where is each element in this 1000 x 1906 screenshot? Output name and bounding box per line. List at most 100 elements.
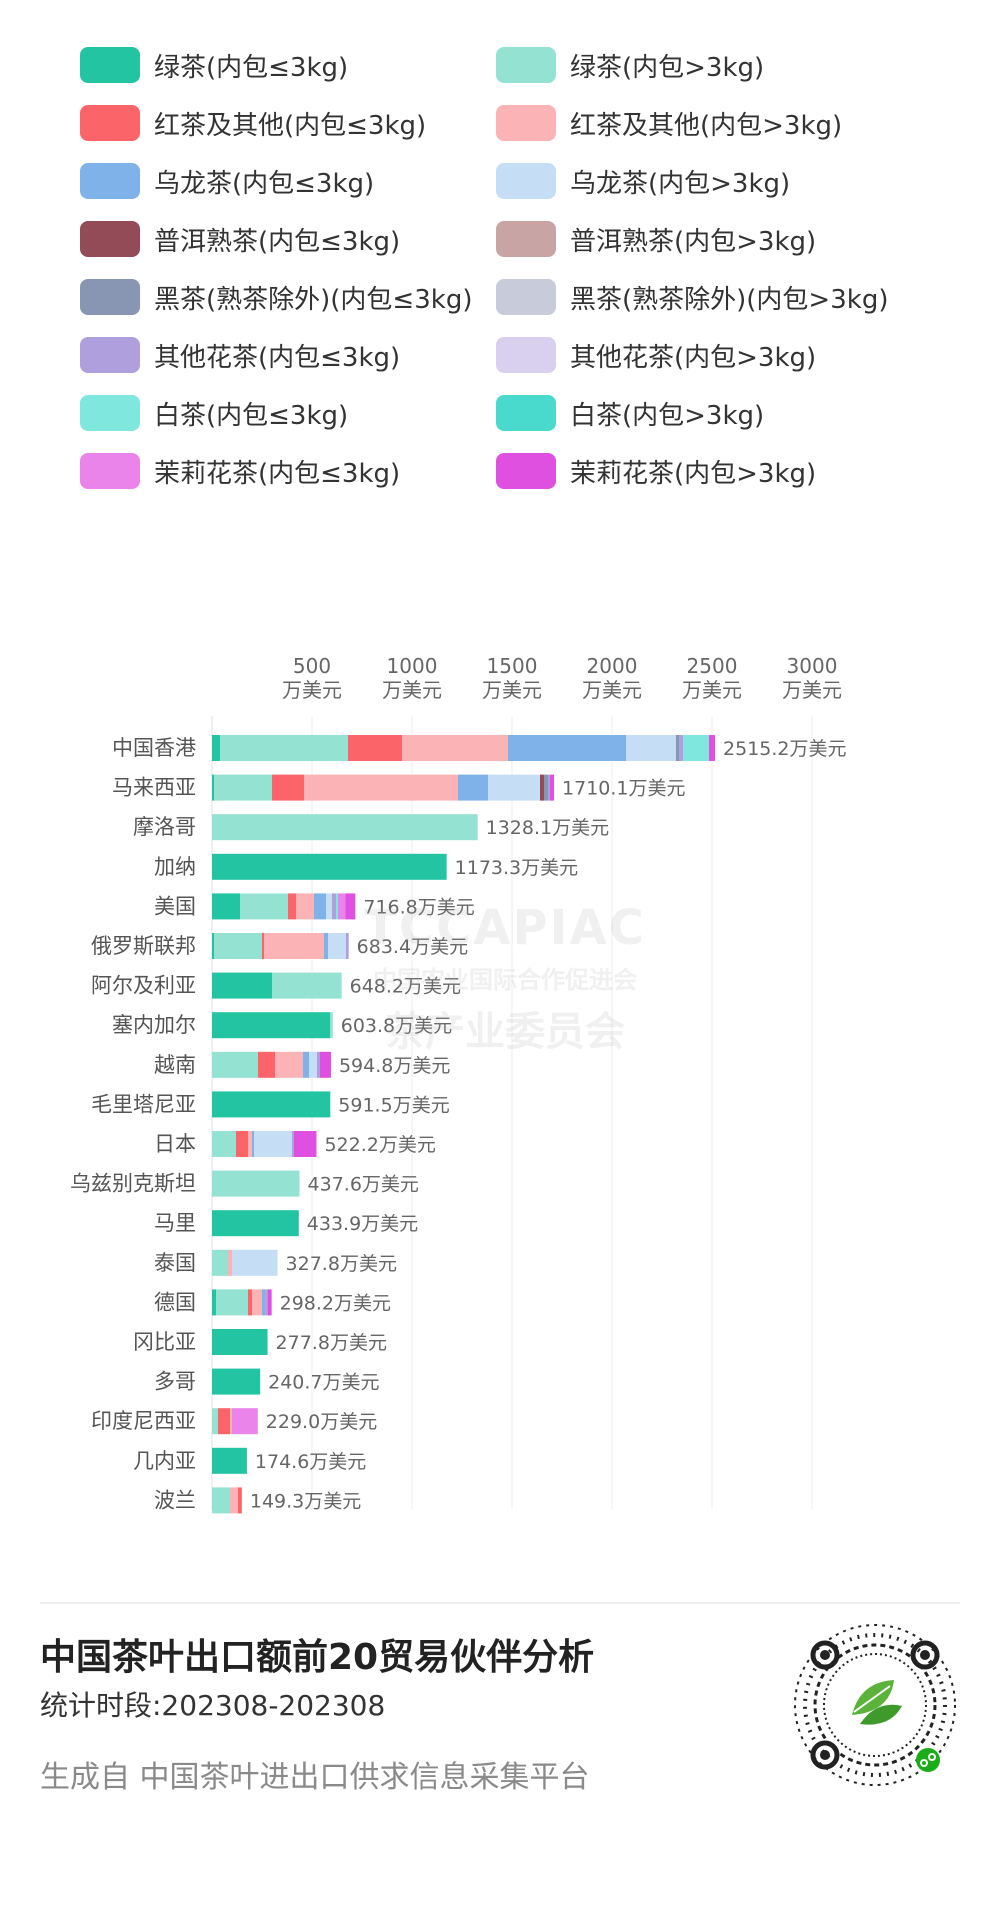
category-label: 中国香港 xyxy=(112,736,196,760)
x-tick-label: 3000 xyxy=(787,654,838,678)
bar-value-label: 277.8万美元 xyxy=(276,1332,387,1354)
bar-value-label: 683.4万美元 xyxy=(357,936,468,958)
bar-segment-green-le xyxy=(212,893,240,920)
bar-value-label: 716.8万美元 xyxy=(363,896,474,918)
bar-value-label: 522.2万美元 xyxy=(324,1134,435,1156)
legend-swatch xyxy=(80,105,140,141)
bar-segment-flower-le xyxy=(292,1131,294,1157)
legend-item-black-gt[interactable]: 红茶及其他(内包>3kg) xyxy=(496,103,842,143)
bar-segment-green-gt xyxy=(214,774,272,801)
legend-label: 黑茶(熟茶除外)(内包>3kg) xyxy=(570,284,889,315)
legend-label: 红茶及其他(内包>3kg) xyxy=(570,110,843,141)
legend-item-jasmine-gt[interactable]: 茉莉花茶(内包>3kg) xyxy=(496,451,816,491)
legend-label: 普洱熟茶(内包≤3kg) xyxy=(154,226,401,257)
bar-segment-jasmine-gt xyxy=(320,1051,331,1078)
legend-swatch xyxy=(496,279,556,315)
legend-label: 绿茶(内包≤3kg) xyxy=(154,52,349,83)
legend-swatch xyxy=(496,47,556,83)
legend-item-jasmine-le[interactable]: 茉莉花茶(内包≤3kg) xyxy=(80,451,400,491)
legend-item-black-le[interactable]: 红茶及其他(内包≤3kg) xyxy=(80,103,426,143)
bar-segment-jasmine-le xyxy=(232,1408,258,1435)
bar-segment-black-le xyxy=(348,735,402,761)
bar-segment-green-gt xyxy=(216,1289,248,1316)
category-label: 马来西亚 xyxy=(112,776,196,800)
bar-segment-black-le xyxy=(238,1487,242,1514)
bar-segment-green-le xyxy=(212,1210,299,1237)
legend-swatch xyxy=(496,221,556,257)
bar-segment-green-gt xyxy=(212,1487,230,1514)
legend-item-flower-gt[interactable]: 其他花茶(内包>3kg) xyxy=(496,335,816,375)
legend-item-oolong-le[interactable]: 乌龙茶(内包≤3kg) xyxy=(80,161,374,201)
bar-segment-oolong-le xyxy=(324,933,328,959)
bar-segment-dark-le xyxy=(544,774,548,801)
bar-segment-oolong-le xyxy=(252,1131,254,1157)
category-label: 波兰 xyxy=(154,1488,196,1512)
legend-item-dark-le[interactable]: 黑茶(熟茶除外)(内包≤3kg) xyxy=(80,277,472,317)
bar-segment-flower-le xyxy=(548,774,550,801)
legend-item-oolong-gt[interactable]: 乌龙茶(内包>3kg) xyxy=(496,161,790,201)
bar-segment-oolong-gt xyxy=(488,774,540,801)
legend-item-flower-le[interactable]: 其他花茶(内包≤3kg) xyxy=(80,335,400,375)
qr-finder-marks xyxy=(810,1640,940,1770)
bar-value-label: 437.6万美元 xyxy=(308,1174,419,1196)
bar-segment-black-gt xyxy=(304,774,458,801)
bar-segment-oolong-le xyxy=(508,735,626,761)
category-label: 日本 xyxy=(154,1132,196,1156)
stacked-bar-chart: 500万美元1000万美元1500万美元2000万美元2500万美元3000万美… xyxy=(70,654,847,1514)
legend-item-green-gt[interactable]: 绿茶(内包>3kg) xyxy=(496,45,764,85)
bar-segment-jasmine-le xyxy=(338,893,346,920)
bar-segment-oolong-gt xyxy=(328,933,346,959)
bar-segment-green-gt xyxy=(212,1170,300,1197)
legend-swatch xyxy=(80,279,140,315)
page-title: 中国茶叶出口额前20贸易伙伴分析 xyxy=(40,1637,595,1678)
x-tick-unit: 万美元 xyxy=(782,678,842,702)
category-label: 摩洛哥 xyxy=(133,815,196,839)
legend-swatch xyxy=(496,105,556,141)
legend-swatch xyxy=(80,163,140,199)
legend-item-dark-gt[interactable]: 黑茶(熟茶除外)(内包>3kg) xyxy=(496,277,888,317)
bar-segment-green-le xyxy=(212,1329,268,1355)
bar-segment-jasmine-gt xyxy=(267,1289,272,1316)
legend-label: 茉莉花茶(内包≤3kg) xyxy=(154,458,401,489)
bar-value-label: 298.2万美元 xyxy=(280,1292,391,1314)
bar-value-label: 603.8万美元 xyxy=(341,1015,452,1037)
category-label: 塞内加尔 xyxy=(112,1013,196,1037)
category-label: 德国 xyxy=(154,1290,196,1314)
bar-value-label: 591.5万美元 xyxy=(338,1094,449,1116)
legend-item-white-le[interactable]: 白茶(内包≤3kg) xyxy=(80,393,348,433)
bar-segment-black-le xyxy=(272,774,304,801)
bar-value-label: 229.0万美元 xyxy=(266,1411,377,1433)
legend-swatch xyxy=(80,453,140,489)
qr-dots xyxy=(794,1624,956,1786)
legend-label: 乌龙茶(内包≤3kg) xyxy=(154,168,375,199)
bar-segment-black-gt xyxy=(275,1051,303,1078)
bar-value-label: 594.8万美元 xyxy=(339,1055,450,1077)
bar-value-label: 240.7万美元 xyxy=(268,1372,379,1394)
x-tick-unit: 万美元 xyxy=(482,678,542,702)
legend-swatch xyxy=(80,47,140,83)
legend-swatch xyxy=(496,163,556,199)
legend-swatch xyxy=(496,453,556,489)
legend-item-puer-gt[interactable]: 普洱熟茶(内包>3kg) xyxy=(496,219,816,259)
bar-segment-oolong-le xyxy=(303,1051,309,1078)
x-tick-unit: 万美元 xyxy=(382,678,442,702)
bar-segment-green-gt xyxy=(240,893,288,920)
mini-program-qr-code[interactable] xyxy=(790,1620,960,1790)
bar-segment-white-le xyxy=(336,893,338,920)
bar-segment-green-gt xyxy=(272,972,342,999)
legend-label: 红茶及其他(内包≤3kg) xyxy=(154,110,427,141)
bar-segment-black-le xyxy=(236,1131,248,1157)
bar-segment-green-gt xyxy=(214,933,262,959)
legend-item-green-le[interactable]: 绿茶(内包≤3kg) xyxy=(80,45,348,85)
legend-label: 乌龙茶(内包>3kg) xyxy=(570,168,791,199)
mini-program-badge-icon xyxy=(916,1748,940,1772)
legend-item-white-gt[interactable]: 白茶(内包>3kg) xyxy=(496,393,764,433)
bar-segment-green-le xyxy=(212,774,214,801)
bar-segment-black-gt xyxy=(248,1131,252,1157)
category-label: 冈比亚 xyxy=(133,1330,196,1354)
x-tick-unit: 万美元 xyxy=(682,678,742,702)
bar-segment-green-gt xyxy=(212,1131,236,1157)
legend-item-puer-le[interactable]: 普洱熟茶(内包≤3kg) xyxy=(80,219,400,259)
bar-segment-oolong-gt xyxy=(326,893,332,920)
legend-label: 黑茶(熟茶除外)(内包≤3kg) xyxy=(154,284,473,315)
